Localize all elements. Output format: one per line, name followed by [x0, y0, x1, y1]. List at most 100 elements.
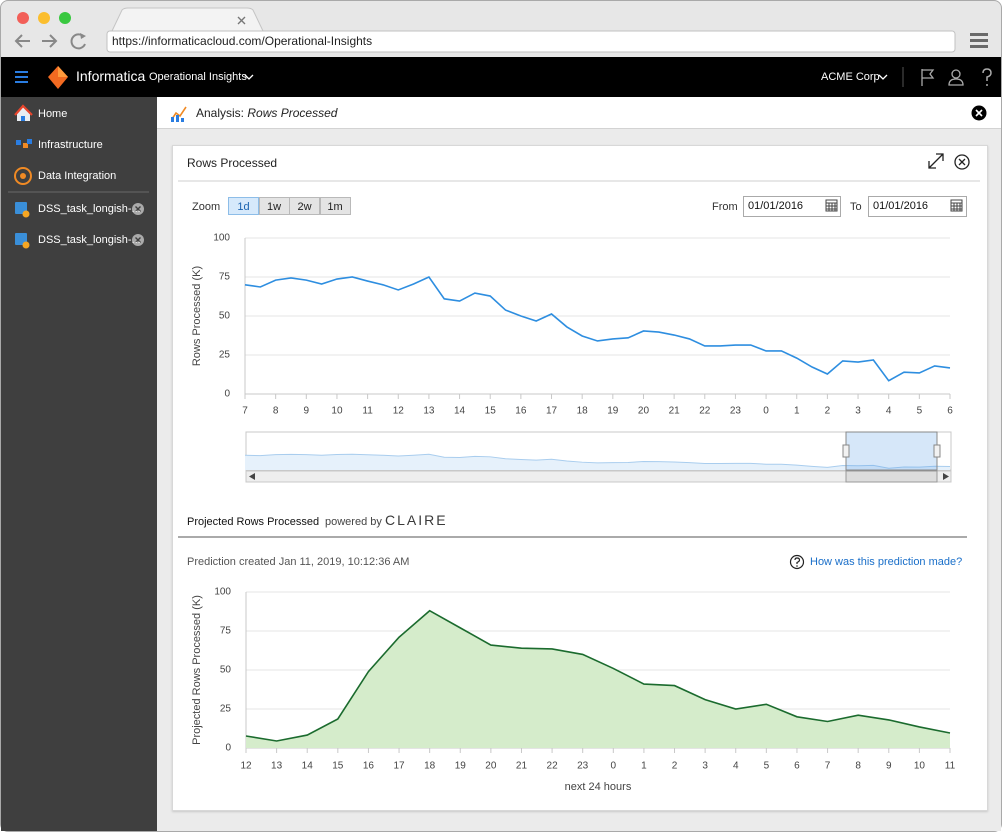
- di-core: [20, 173, 26, 179]
- panel-close[interactable]: [954, 154, 970, 170]
- navigator-window[interactable]: [845, 431, 938, 471]
- x-tick-label: 10: [331, 406, 343, 417]
- x-tick-label: 12: [240, 761, 252, 772]
- x-tick-label: 8: [273, 406, 279, 417]
- x-axis-label: next 24 hours: [565, 781, 632, 793]
- navigator-handle: [842, 444, 850, 458]
- title-bar: [157, 97, 1001, 129]
- help-circle[interactable]: [789, 554, 805, 570]
- x-tick-label: 18: [577, 406, 589, 417]
- sidebar: [1, 97, 157, 831]
- close-dot[interactable]: [17, 12, 29, 24]
- menu-bar[interactable]: [970, 33, 988, 36]
- calendar-icon[interactable]: [950, 199, 963, 212]
- reload[interactable]: [70, 33, 86, 50]
- x-tick-label: 3: [855, 406, 861, 417]
- x-tick-label: 1: [641, 761, 647, 772]
- menu-bar[interactable]: [970, 45, 988, 48]
- help-dot: [986, 84, 988, 86]
- to-date[interactable]: 01/01/2016: [868, 196, 967, 217]
- help-glyph: [794, 557, 801, 564]
- panel-title: Rows Processed: [187, 156, 278, 170]
- back[interactable]: [14, 34, 30, 48]
- x-tick-label: 20: [485, 761, 497, 772]
- browser-chrome: [14, 7, 988, 53]
- nav-item[interactable]: Home: [38, 108, 68, 120]
- x-tick-label: 17: [393, 761, 405, 772]
- forward[interactable]: [42, 34, 58, 48]
- calendar-icon[interactable]: [825, 199, 838, 212]
- task-item[interactable]: DSS_task_longish-...: [38, 203, 141, 215]
- help-link[interactable]: How was this prediction made?: [810, 556, 963, 568]
- org-chevron[interactable]: [878, 74, 888, 80]
- minimize-dot[interactable]: [38, 12, 50, 24]
- x-tick-label: 11: [945, 761, 956, 772]
- engine-brand: CLAIRE: [385, 512, 448, 528]
- y-tick-label: 25: [219, 350, 231, 361]
- y-tick-label: 50: [220, 665, 232, 676]
- zoom-button[interactable]: 1w: [258, 197, 290, 215]
- x-tick-label: 7: [242, 406, 248, 417]
- task-close-x: [135, 206, 141, 212]
- x-tick-label: 11: [362, 406, 373, 417]
- analysis-bar: [171, 117, 174, 122]
- area: [246, 610, 950, 748]
- url[interactable]: https://informaticacloud.com/Operational…: [112, 34, 373, 48]
- app-header: [1, 57, 1001, 97]
- task-icon: [15, 233, 27, 245]
- help-icon[interactable]: [982, 68, 992, 81]
- app-chevron[interactable]: [244, 74, 254, 80]
- task-item[interactable]: DSS_task_longish-...: [38, 234, 141, 246]
- x-tick-label: 18: [424, 761, 436, 772]
- y-tick-label: 0: [224, 389, 230, 400]
- infra-icon: [27, 139, 32, 144]
- logo-facet: [58, 66, 68, 77]
- zoom-label: Zoom: [192, 201, 221, 213]
- scroll-right: [943, 473, 949, 480]
- x-tick-label: 15: [485, 406, 497, 417]
- x-tick-label: 14: [454, 406, 466, 417]
- title-bar-icons: [171, 105, 987, 122]
- x-tick-label: 5: [764, 761, 770, 772]
- org-name[interactable]: ACME Corp: [821, 71, 880, 83]
- y-tick-label: 75: [220, 626, 232, 637]
- home-roof: [14, 104, 33, 116]
- nav-toggle[interactable]: [15, 71, 28, 83]
- scrollbar[interactable]: [245, 470, 952, 483]
- di-icon: [14, 167, 32, 185]
- nav-item[interactable]: Data Integration: [38, 170, 117, 182]
- to-label: To: [850, 201, 862, 213]
- header-icons: [15, 66, 992, 89]
- x-tick-label: 0: [763, 406, 769, 417]
- flag[interactable]: [921, 69, 935, 86]
- tab[interactable]: [111, 7, 264, 32]
- expand-icon[interactable]: [928, 153, 944, 169]
- x-tick-label: 4: [733, 761, 739, 772]
- user-body[interactable]: [948, 78, 964, 86]
- menu-bar[interactable]: [970, 39, 988, 42]
- projection-title: Projected Rows Processed: [187, 516, 320, 528]
- tab-close[interactable]: [237, 16, 246, 25]
- analysis-bar: [181, 118, 184, 122]
- nav-item[interactable]: Infrastructure: [38, 139, 103, 151]
- x-tick-label: 16: [363, 761, 375, 772]
- x-tick-label: 6: [947, 406, 953, 417]
- x-tick-label: 2: [672, 761, 678, 772]
- navigator-line: [244, 453, 951, 469]
- x-tick-label: 16: [515, 406, 527, 417]
- analysis-bar: [176, 115, 179, 122]
- x-tick-label: 17: [546, 406, 558, 417]
- home-door: [21, 116, 25, 121]
- from-date[interactable]: 01/01/2016: [743, 196, 841, 217]
- analysis-title: Analysis: Rows Processed: [196, 105, 337, 121]
- url-box[interactable]: [106, 30, 956, 53]
- x-tick-label: 22: [547, 761, 559, 772]
- zoom-button[interactable]: 1d: [228, 197, 259, 215]
- app-name[interactable]: Operational Insights: [149, 71, 247, 83]
- x-tick-label: 3: [702, 761, 708, 772]
- user-head[interactable]: [951, 69, 961, 79]
- zoom-button[interactable]: 1m: [319, 197, 351, 215]
- x-tick-label: 13: [423, 406, 435, 417]
- x-tick-label: 22: [699, 406, 711, 417]
- zoom-dot[interactable]: [59, 12, 71, 24]
